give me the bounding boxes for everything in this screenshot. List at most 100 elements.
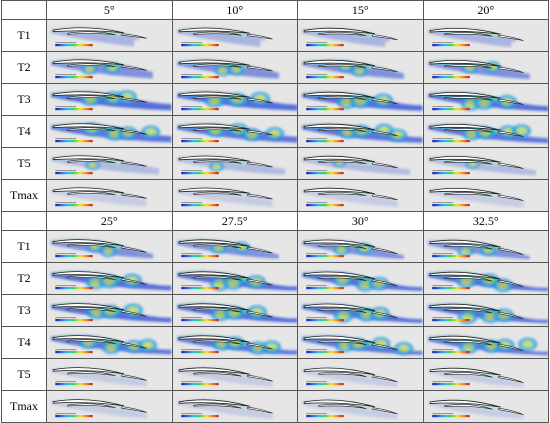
airfoil-contour-icon bbox=[429, 239, 524, 256]
airfoil-contour-icon bbox=[52, 303, 147, 317]
contour-plot bbox=[298, 263, 423, 294]
airfoil-contour-icon bbox=[303, 271, 398, 287]
contour-image-cell bbox=[422, 294, 549, 327]
colorbar-legend-icon bbox=[180, 285, 219, 290]
contour-plot bbox=[298, 20, 423, 51]
contour-plot bbox=[47, 20, 172, 51]
contour-plot bbox=[172, 148, 297, 179]
vortex-blob bbox=[264, 126, 284, 141]
contour-plot bbox=[298, 359, 423, 390]
time-step-label: T4 bbox=[1, 326, 47, 359]
contour-plot bbox=[47, 359, 172, 390]
contour-image-cell bbox=[422, 358, 549, 391]
contour-plot bbox=[423, 263, 548, 294]
airfoil-contour-icon bbox=[303, 91, 398, 105]
contour-image-cell bbox=[422, 19, 549, 52]
contour-plot bbox=[172, 180, 297, 211]
airfoil-contour-icon bbox=[429, 271, 524, 288]
airfoil-contour-icon bbox=[303, 155, 398, 169]
colorbar-legend-icon bbox=[306, 74, 344, 79]
colorbar-legend-icon bbox=[306, 317, 344, 322]
contour-plot bbox=[172, 263, 297, 294]
contour-image-cell bbox=[46, 326, 173, 359]
time-step-label: T1 bbox=[1, 230, 47, 263]
colorbar-legend-icon bbox=[431, 138, 470, 143]
contour-image-cell bbox=[46, 19, 173, 52]
airfoil-contour-icon bbox=[52, 59, 147, 71]
time-step-label: T3 bbox=[1, 83, 47, 116]
contour-plot bbox=[423, 295, 548, 326]
vortex-blob bbox=[116, 90, 138, 104]
airfoil-contour-icon bbox=[429, 188, 524, 201]
angle-header: 5° bbox=[46, 0, 173, 20]
contour-image-cell bbox=[46, 83, 173, 116]
airfoil-contour-icon bbox=[303, 123, 398, 137]
airfoil-contour-icon bbox=[303, 367, 398, 383]
contour-plot bbox=[423, 148, 548, 179]
vortex-blob bbox=[517, 337, 537, 351]
colorbar-legend-icon bbox=[431, 170, 470, 175]
contour-plot bbox=[47, 295, 172, 326]
angle-header: 25° bbox=[46, 211, 173, 231]
contour-plot bbox=[47, 327, 172, 358]
airfoil-contour-icon bbox=[429, 124, 524, 137]
vortex-blob bbox=[141, 125, 161, 139]
airfoil-contour-icon bbox=[52, 271, 147, 285]
colorbar-legend-icon bbox=[431, 106, 470, 111]
contour-image-cell bbox=[297, 19, 424, 52]
contour-image-cell bbox=[46, 147, 173, 180]
time-step-row: Tmax bbox=[1, 179, 549, 212]
airfoil-contour-icon bbox=[178, 303, 273, 318]
airfoil-contour-icon bbox=[429, 28, 524, 41]
vortex-blob bbox=[394, 341, 414, 356]
vortex-blob bbox=[333, 243, 350, 256]
colorbar-legend-icon bbox=[431, 202, 470, 207]
time-step-label: T3 bbox=[1, 294, 47, 327]
contour-plot bbox=[47, 52, 172, 83]
colorbar-legend-icon bbox=[180, 381, 219, 386]
airfoil-contour-icon bbox=[52, 123, 147, 135]
time-step-label: T4 bbox=[1, 115, 47, 148]
contour-image-cell bbox=[171, 262, 298, 295]
contour-image-cell bbox=[422, 179, 549, 212]
contour-plot bbox=[172, 295, 297, 326]
colorbar-legend-icon bbox=[55, 253, 93, 258]
airfoil-contour-icon bbox=[429, 335, 524, 352]
contour-plot bbox=[172, 52, 297, 83]
colorbar-legend-icon bbox=[306, 106, 344, 111]
contour-plot bbox=[47, 148, 172, 179]
contour-image-cell bbox=[171, 326, 298, 359]
vortex-blob bbox=[137, 338, 158, 353]
colorbar-legend-icon bbox=[180, 202, 219, 207]
airfoil-contour-icon bbox=[178, 187, 273, 200]
contour-image-cell bbox=[297, 83, 424, 116]
contour-plot bbox=[298, 391, 423, 422]
colorbar-legend-icon bbox=[306, 349, 344, 354]
angle-header: 27.5° bbox=[171, 211, 298, 231]
airfoil-contour-icon bbox=[178, 59, 273, 72]
colorbar-legend-icon bbox=[306, 42, 344, 47]
vortex-blob bbox=[458, 340, 478, 354]
colorbar-legend-icon bbox=[431, 317, 470, 322]
airfoil-contour-icon bbox=[429, 60, 524, 73]
contour-image-cell bbox=[46, 230, 173, 263]
contour-image-cell bbox=[297, 51, 424, 84]
vortex-blob bbox=[241, 127, 262, 142]
angle-header-row: 25° 27.5° 30° 32.5° bbox=[1, 211, 549, 231]
colorbar-legend-icon bbox=[55, 381, 93, 386]
airfoil-contour-icon bbox=[178, 367, 273, 382]
contour-plot bbox=[423, 359, 548, 390]
vortex-blob bbox=[227, 63, 245, 76]
contour-plot bbox=[298, 327, 423, 358]
time-step-row: T2 bbox=[1, 262, 549, 295]
contour-plot bbox=[47, 116, 172, 147]
contour-image-cell bbox=[171, 147, 298, 180]
colorbar-legend-icon bbox=[306, 285, 344, 290]
colorbar-legend-icon bbox=[55, 349, 93, 354]
contour-plot bbox=[423, 20, 548, 51]
contour-plot bbox=[423, 231, 548, 262]
colorbar-legend-icon bbox=[180, 170, 219, 175]
contour-image-cell bbox=[46, 115, 173, 148]
colorbar-legend-icon bbox=[306, 202, 344, 207]
airfoil-contour-icon bbox=[303, 27, 398, 41]
